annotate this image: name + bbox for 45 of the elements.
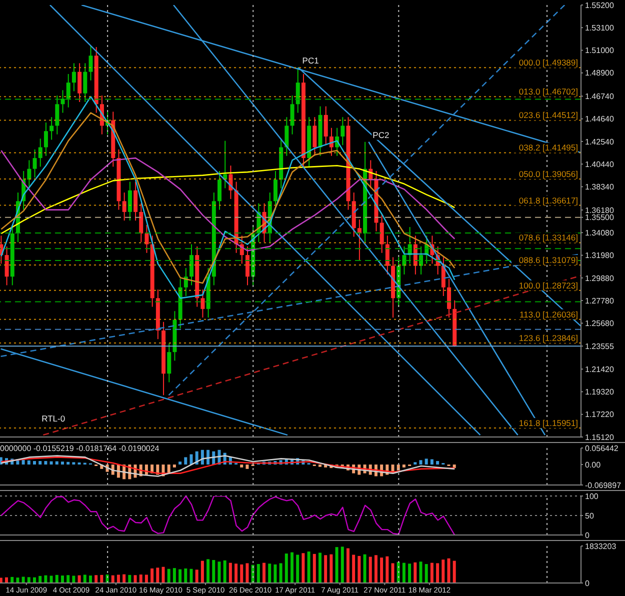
y-tick-label: 1.15120 bbox=[585, 432, 614, 442]
chart-title: 0000000 -0.0155219 -0.0181764 -0.0190024 bbox=[0, 444, 160, 453]
y-tick-label: 1.55200 bbox=[585, 0, 614, 10]
ref-line-label: 013.0 [1.46702] bbox=[518, 86, 578, 97]
y-tick-label: 0 bbox=[585, 578, 590, 588]
ref-line-label: 023.6 [1.44512] bbox=[518, 110, 578, 120]
y-tick-label: 1.29880 bbox=[585, 274, 614, 283]
ref-line-label: 161.8 [1.15951] bbox=[518, 418, 578, 428]
ref-line-label: 038.2 [1.41495] bbox=[518, 142, 578, 153]
y-tick-label: 1.34080 bbox=[585, 228, 614, 238]
y-tick-label: 1.35500 bbox=[585, 213, 614, 222]
ref-line-label: 078.6 [1.33146] bbox=[518, 232, 578, 243]
y-tick-label: 0.056442 bbox=[585, 444, 619, 453]
ref-line-label: 000.0 [1.49389] bbox=[518, 58, 578, 68]
y-tick-label: 0 bbox=[585, 530, 590, 540]
y-tick-label: 1.21420 bbox=[585, 364, 614, 374]
y-tick-label: 1.23555 bbox=[585, 342, 614, 351]
y-tick-label: -0.069897 bbox=[585, 480, 622, 490]
y-tick-label: 1.42540 bbox=[585, 137, 614, 146]
annotation: RTL-0 bbox=[42, 413, 66, 424]
y-tick-label: 1.48900 bbox=[585, 68, 614, 78]
y-tick-label: 1.38340 bbox=[585, 182, 614, 192]
ref-line-label: 113.0 [1.26036] bbox=[520, 309, 578, 320]
y-tick-label: 1.46740 bbox=[585, 92, 614, 102]
ref-line-label: 100.0 [1.28723] bbox=[518, 280, 578, 290]
y-tick-label: 1.53100 bbox=[585, 23, 614, 32]
y-tick-label: 1.31980 bbox=[585, 251, 614, 260]
y-tick-label: 1833203 bbox=[585, 542, 617, 551]
annotation: PC2 bbox=[372, 130, 390, 140]
y-tick-label: 100 bbox=[585, 492, 599, 501]
y-tick-label: 1.40440 bbox=[585, 160, 614, 169]
ref-line-label: 050.0 [1.39056] bbox=[518, 169, 578, 180]
y-tick-label: 1.36180 bbox=[585, 206, 614, 215]
annotation: PC1 bbox=[302, 56, 320, 66]
y-tick-label: 1.44640 bbox=[585, 114, 614, 124]
y-tick-label: 1.17220 bbox=[585, 410, 614, 420]
ref-line-label: 061.8 [1.36617] bbox=[518, 195, 578, 206]
y-tick-label: 1.51000 bbox=[585, 46, 614, 56]
y-tick-label: 1.25680 bbox=[585, 319, 614, 328]
ref-line-label: 123.6 [1.23846] bbox=[518, 332, 578, 343]
y-tick-label: 50 bbox=[585, 511, 594, 520]
y-tick-label: 1.19320 bbox=[585, 388, 614, 397]
ref-line-label: 088.6 [1.31079] bbox=[518, 254, 578, 265]
y-tick-label: 1.27780 bbox=[585, 296, 614, 306]
y-tick-label: 0.00 bbox=[585, 460, 602, 470]
